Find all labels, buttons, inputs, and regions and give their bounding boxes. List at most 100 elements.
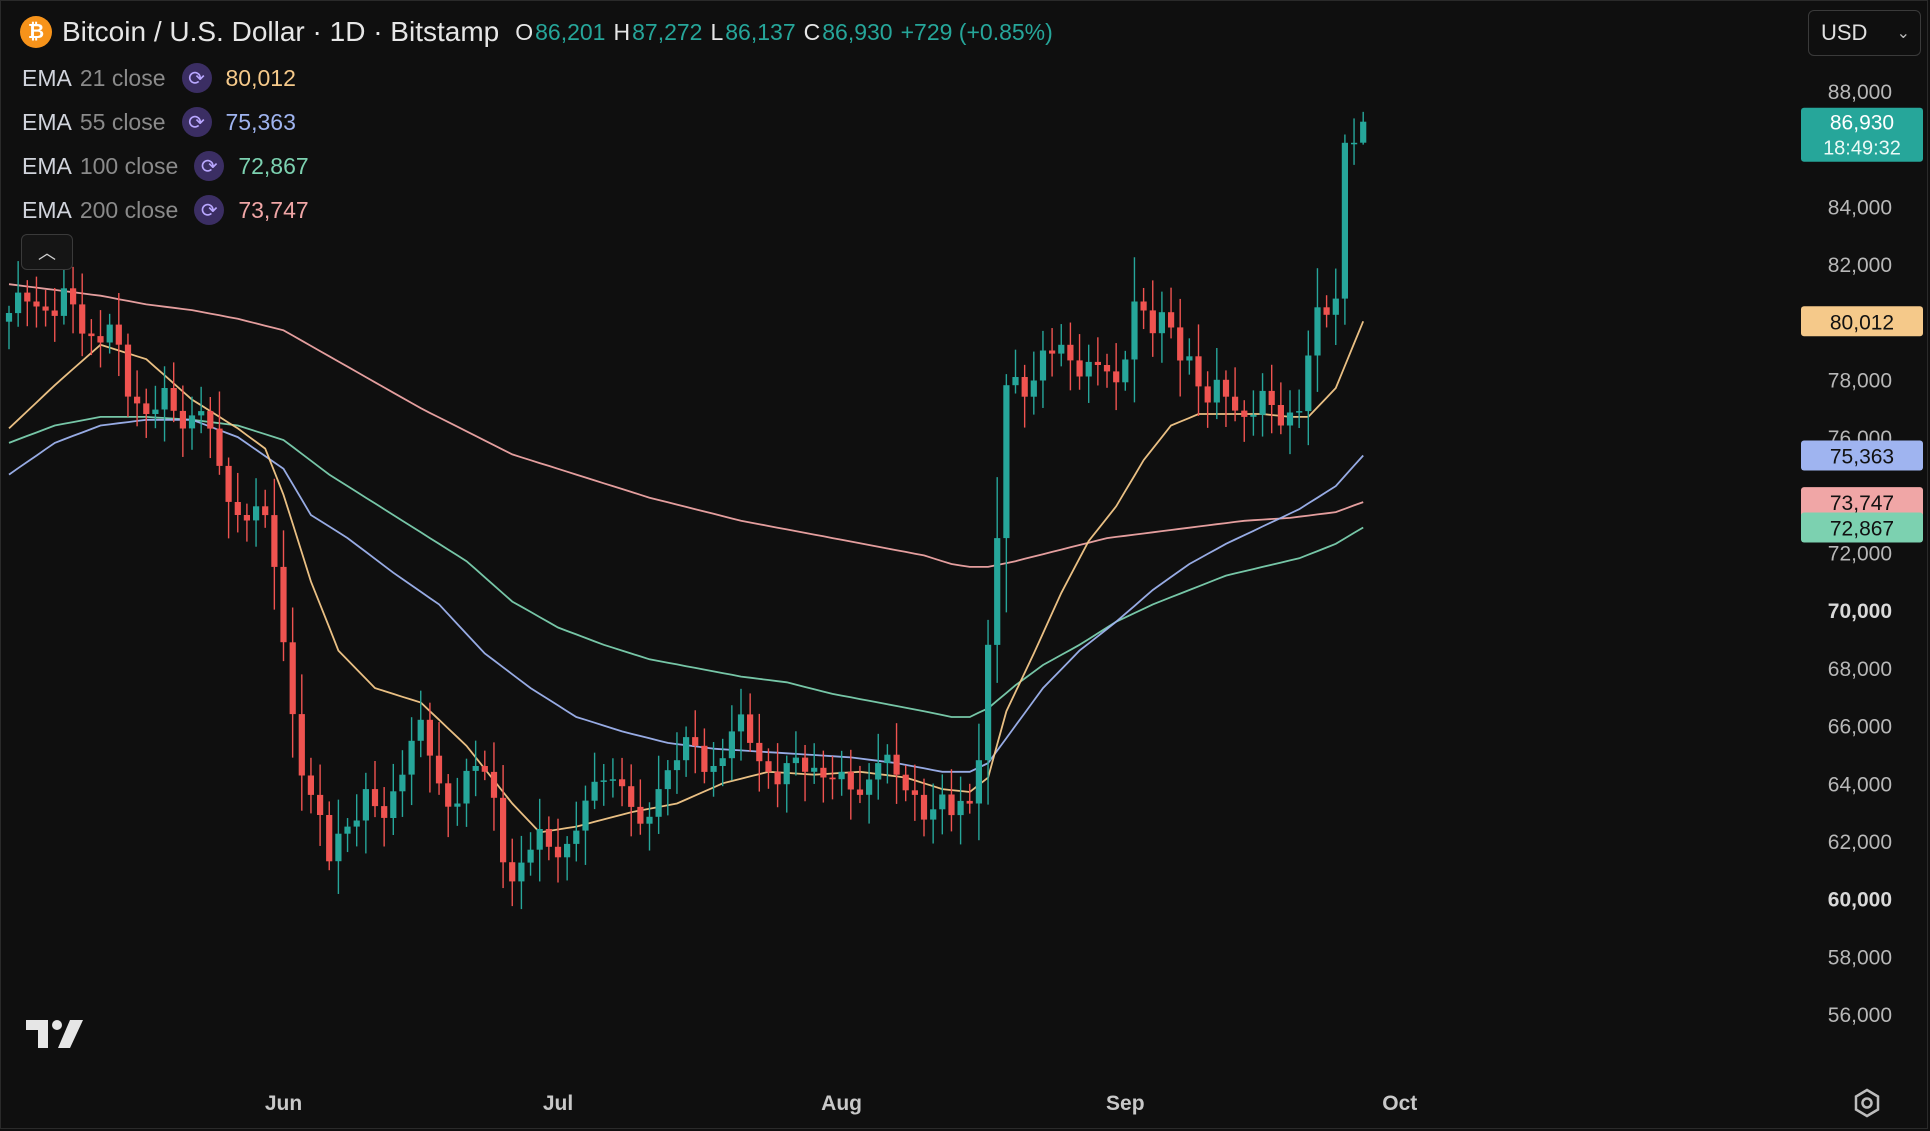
collapse-legend-button[interactable]: ︿ (21, 234, 73, 270)
candle-body (445, 783, 452, 807)
candle-body (472, 766, 479, 771)
candle (179, 385, 186, 457)
price-change: +729 (+0.85%) (900, 18, 1053, 45)
y-axis-label: 84,000 (1828, 196, 1892, 219)
candle-body (655, 789, 662, 817)
y-axis-label: 68,000 (1828, 658, 1892, 681)
indicator-ema-21[interactable]: EMA 21 close ⟳ 80,012 (22, 56, 309, 100)
candle-body (225, 465, 232, 502)
indicator-legend: EMA 21 close ⟳ 80,012 EMA 55 close ⟳ 75,… (22, 56, 309, 232)
candle (1360, 111, 1367, 145)
candle (24, 280, 31, 327)
candle-body (1351, 142, 1358, 145)
y-axis-label: 58,000 (1828, 946, 1892, 969)
ema-55-line (8, 418, 1364, 773)
candle (262, 489, 269, 528)
candle-body (106, 324, 113, 343)
candle-body (683, 737, 690, 761)
candle-body (747, 714, 754, 743)
candle-body (774, 771, 781, 785)
candle-body (79, 304, 86, 334)
candle-body (545, 829, 552, 847)
candle-body (847, 771, 854, 790)
indicator-ema-55[interactable]: EMA 55 close ⟳ 75,363 (22, 100, 309, 144)
low-value: 86,137 (725, 18, 796, 45)
indicator-params: 200 close (79, 196, 179, 223)
indicator-ema-100[interactable]: EMA 100 close ⟳ 72,867 (22, 144, 309, 188)
candle (371, 760, 379, 818)
candle-body (170, 388, 177, 411)
settings-icon[interactable] (1851, 1087, 1883, 1119)
candle-body (509, 862, 516, 882)
candle-body (463, 770, 470, 804)
candle (344, 818, 351, 853)
candle (811, 743, 818, 784)
candle (97, 310, 104, 368)
candle-body (271, 515, 278, 567)
y-axis-label: 70,000 (1828, 600, 1892, 623)
x-axis-label: Oct (1382, 1092, 1417, 1115)
candle (728, 705, 735, 781)
candle (820, 750, 827, 803)
candle-body (1360, 121, 1367, 143)
candle-body (673, 760, 681, 771)
y-axis-label: 82,000 (1828, 254, 1892, 277)
candle-body (426, 719, 433, 756)
candle (802, 744, 809, 802)
candle (1204, 371, 1211, 428)
candle-body (527, 849, 534, 863)
candle (902, 765, 909, 802)
candle (600, 764, 607, 806)
high-value: 87,272 (632, 18, 703, 45)
candle-body (1241, 410, 1248, 417)
last-price-tag: 86,930 18:49:32 (1801, 107, 1923, 162)
candle-body (829, 777, 836, 780)
candle (866, 763, 873, 824)
candle (911, 764, 918, 821)
ema-price-tag: 72,867 (1801, 512, 1923, 543)
candle (856, 765, 864, 804)
candle (5, 305, 13, 350)
currency-select[interactable]: USD ⌄ (1808, 10, 1921, 56)
indicator-value: 73,747 (238, 196, 309, 223)
candle-body (1003, 385, 1010, 539)
candle-body (188, 415, 196, 429)
candle (253, 478, 260, 547)
candle (1158, 291, 1165, 363)
candle (985, 619, 992, 805)
refresh-icon[interactable]: ⟳ (194, 151, 225, 181)
candle (1332, 268, 1339, 345)
candle (417, 690, 424, 758)
indicator-value: 75,363 (225, 108, 296, 135)
refresh-icon[interactable]: ⟳ (194, 195, 225, 225)
tag-background (1801, 107, 1923, 162)
tradingview-logo-icon[interactable] (26, 1020, 84, 1055)
candle-body (820, 767, 827, 778)
refresh-icon[interactable]: ⟳ (181, 107, 212, 137)
candle (994, 477, 1001, 683)
candle (1259, 373, 1266, 437)
ema-price-tag: 75,363 (1801, 440, 1923, 471)
candle (1351, 118, 1358, 165)
symbol-title[interactable]: Bitcoin / U.S. Dollar · 1D · Bitstamp (62, 16, 500, 47)
candle-body (134, 396, 141, 404)
candle-body (1113, 371, 1120, 383)
candle-body (646, 816, 653, 824)
candle-body (490, 771, 498, 798)
candle (1076, 334, 1083, 390)
candle (1241, 400, 1248, 442)
candle (701, 728, 708, 784)
candle-body (335, 833, 342, 862)
candle (692, 710, 699, 774)
candle-body (609, 779, 616, 781)
tag-label: 75,363 (1830, 446, 1894, 469)
y-axis-label: 60,000 (1828, 889, 1892, 912)
indicator-ema-200[interactable]: EMA 200 close ⟳ 73,747 (22, 188, 309, 232)
candle-body (353, 820, 360, 827)
candle (1039, 330, 1047, 408)
refresh-icon[interactable]: ⟳ (181, 63, 212, 93)
candle (1012, 349, 1019, 394)
candle-body (500, 797, 507, 863)
